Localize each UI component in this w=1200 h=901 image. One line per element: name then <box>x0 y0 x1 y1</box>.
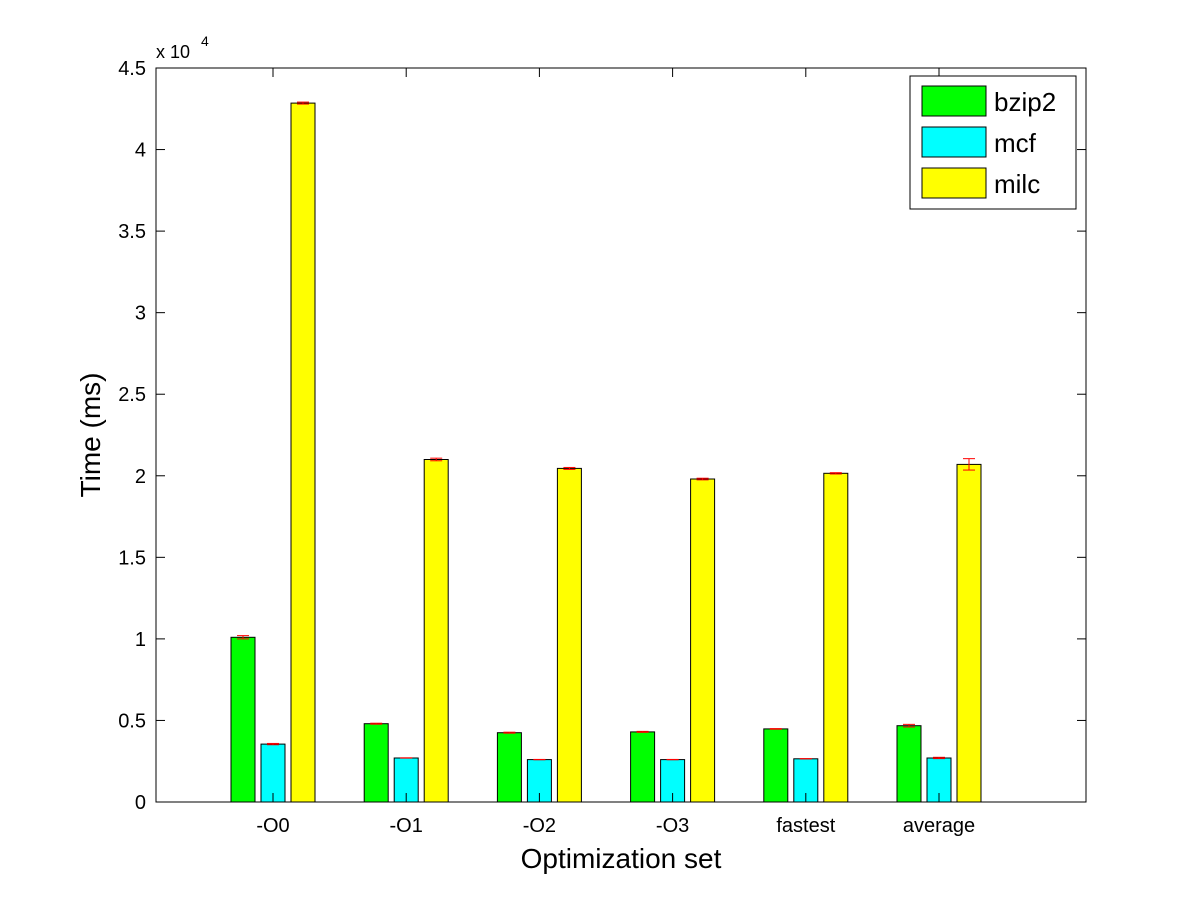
y-scale-multiplier: x 10 <box>156 42 190 62</box>
legend-label-bzip2: bzip2 <box>994 87 1056 117</box>
error-bar-mcf-5 <box>933 756 945 760</box>
bar-bzip2-1 <box>363 723 389 803</box>
bar-milc-3 <box>690 478 716 803</box>
x-tick-label-1: -O1 <box>390 815 423 837</box>
bar-bzip2-2 <box>496 732 522 803</box>
bar-milc-4 <box>823 472 849 803</box>
error-bars-group <box>237 101 975 761</box>
y-ticks-group: 0 0.5 1 1.5 2 2.5 3 3.5 4 4.5 <box>118 58 1086 814</box>
error-bar-bzip2-3 <box>636 730 649 733</box>
legend-swatch-mcf <box>921 126 987 158</box>
error-bar-milc-3 <box>696 477 709 481</box>
y-tick-label-6: 3 <box>135 303 146 325</box>
bar-milc-2 <box>556 467 582 803</box>
bar-milc-0 <box>290 102 316 803</box>
y-tick-label-1: 0.5 <box>118 710 146 732</box>
bar-bzip2-0 <box>230 636 256 803</box>
error-bar-bzip2-1 <box>370 722 383 725</box>
error-bar-milc-0 <box>297 101 309 105</box>
legend: bzip2 mcf milc <box>909 75 1077 210</box>
y-tick-label-7: 3.5 <box>118 221 146 243</box>
plot-frame <box>155 67 1087 803</box>
error-bar-bzip2-5 <box>903 723 915 728</box>
y-axis-label: Time (ms) <box>75 373 106 498</box>
x-axis-label: Optimization set <box>521 843 722 874</box>
legend-swatch-bzip2 <box>921 85 987 117</box>
y-tick-label-8: 4 <box>135 140 146 162</box>
error-bar-milc-2 <box>563 466 576 470</box>
x-tick-label-4: fastest <box>776 815 835 837</box>
y-tick-label-3: 1.5 <box>118 547 146 569</box>
bar-bzip2-3 <box>630 731 656 803</box>
x-tick-label-3: -O3 <box>656 815 689 837</box>
y-scale-exponent: 4 <box>201 33 209 49</box>
error-bar-bzip2-0 <box>237 635 249 640</box>
x-tick-label-5: average <box>903 815 975 837</box>
legend-label-milc: milc <box>994 169 1040 199</box>
y-tick-label-9: 4.5 <box>118 58 146 80</box>
x-ticks-group: -O0 -O1 -O2 -O3 fastest average <box>256 68 975 837</box>
error-bar-mcf-0 <box>267 742 279 746</box>
y-tick-label-5: 2.5 <box>118 384 146 406</box>
bar-milc-5 <box>956 463 982 803</box>
error-bar-bzip2-4 <box>769 728 782 730</box>
bars-group <box>230 102 982 803</box>
legend-swatch-milc <box>921 167 987 199</box>
y-tick-label-2: 1 <box>135 629 146 651</box>
error-bar-milc-5 <box>963 458 975 471</box>
y-tick-label-0: 0 <box>135 792 146 814</box>
bar-milc-1 <box>423 459 449 803</box>
y-tick-label-4: 2 <box>135 466 146 488</box>
x-tick-label-0: -O0 <box>256 815 289 837</box>
error-bar-bzip2-2 <box>503 731 516 734</box>
bar-bzip2-5 <box>896 725 922 803</box>
legend-label-mcf: mcf <box>994 128 1037 158</box>
error-bar-milc-4 <box>829 472 842 475</box>
error-bar-milc-1 <box>430 457 443 462</box>
x-tick-label-2: -O2 <box>523 815 556 837</box>
bar-bzip2-4 <box>763 728 789 803</box>
